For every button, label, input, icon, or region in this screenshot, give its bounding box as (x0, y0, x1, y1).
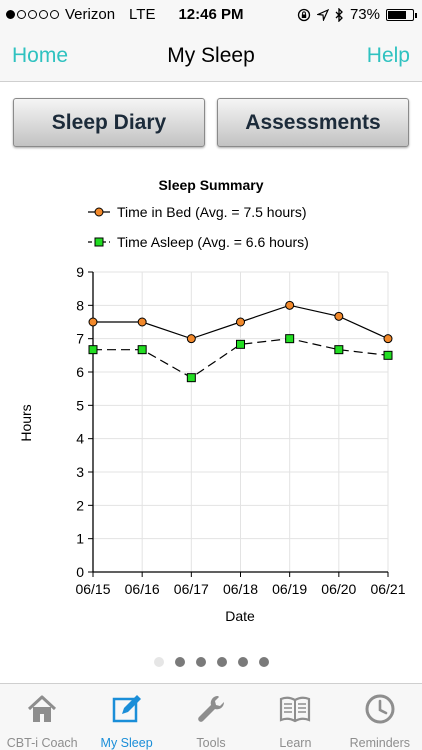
y-tick-label: 4 (76, 431, 84, 447)
location-icon (316, 8, 329, 21)
tab-reminders[interactable]: Reminders (338, 684, 422, 750)
data-point (334, 345, 344, 355)
y-tick-label: 9 (76, 264, 84, 280)
data-point (186, 373, 196, 383)
battery-percent: 73% (349, 6, 380, 23)
home-icon (28, 695, 57, 722)
data-point (88, 345, 98, 355)
data-point (285, 300, 295, 310)
x-tick-label: 06/19 (272, 581, 307, 597)
page-dot[interactable] (174, 657, 185, 667)
legend-label: Time Asleep (Avg. = 6.6 hours) (117, 234, 309, 250)
y-tick-label: 8 (76, 297, 84, 313)
y-tick-label: 5 (76, 397, 84, 413)
tab-learn[interactable]: Learn (253, 684, 337, 750)
action-buttons: Sleep Diary Assessments (13, 98, 409, 147)
sleep-summary-chart: Sleep Summary Time in Bed (Avg. = 7.5 ho… (18, 177, 406, 624)
data-point (137, 317, 147, 327)
tab-label: CBT-i Coach (6, 736, 78, 750)
page-indicator[interactable] (0, 657, 422, 667)
x-tick-label: 06/21 (370, 581, 405, 597)
legend-label: Time in Bed (Avg. = 7.5 hours) (117, 204, 306, 220)
y-tick-label: 2 (76, 497, 84, 513)
page-dot[interactable] (153, 657, 164, 667)
data-point (236, 317, 245, 327)
tab-tools[interactable]: Tools (169, 684, 253, 750)
y-tick-label: 1 (76, 531, 84, 547)
data-point (137, 345, 147, 355)
data-point (383, 334, 393, 344)
assessments-button[interactable]: Assessments (217, 98, 409, 147)
home-link[interactable]: Home (12, 44, 69, 67)
data-point (236, 339, 245, 349)
x-tick-label: 06/17 (174, 581, 209, 597)
status-time: 12:46 PM (178, 6, 244, 23)
page-title: My Sleep (167, 44, 255, 67)
y-axis-label: Hours (18, 404, 34, 441)
help-link[interactable]: Help (366, 44, 410, 67)
tab-my-sleep[interactable]: My Sleep (84, 684, 168, 750)
page-dot[interactable] (237, 657, 248, 667)
chart-axes: 0 1 2 3 4 5 6 7 8 9 06/15 06/16 06/17 06/18 06/19 06/20… (75, 264, 405, 597)
x-tick-label: 06/15 (75, 581, 110, 597)
chart-grid (92, 271, 389, 573)
x-tick-label: 06/20 (321, 581, 356, 597)
page-dot[interactable] (258, 657, 269, 667)
page-dot[interactable] (216, 657, 227, 667)
data-point (334, 311, 344, 321)
x-tick-label: 06/18 (223, 581, 258, 597)
chart-legend: Time in Bed (Avg. = 7.5 hours) Time Aslee… (88, 204, 309, 250)
sleep-diary-button[interactable]: Sleep Diary (13, 98, 205, 147)
x-tick-label: 06/16 (125, 581, 160, 597)
signal-strength-icon (6, 10, 59, 19)
y-tick-label: 0 (76, 564, 84, 580)
y-tick-label: 3 (76, 464, 84, 480)
battery-icon (386, 8, 417, 21)
status-right: 73% (297, 6, 417, 23)
status-left: Verizon LTE (6, 6, 155, 23)
legend-marker (94, 207, 104, 217)
data-point (88, 317, 98, 327)
tab-cbti-coach[interactable]: CBT-i Coach (0, 684, 84, 750)
data-point (383, 350, 393, 360)
tab-label: Reminders (349, 736, 411, 750)
data-point (285, 334, 295, 344)
bluetooth-icon (335, 7, 343, 22)
tab-bar: CBT-i Coach My Sleep Tools Learn Reminde… (0, 683, 422, 750)
tab-label: My Sleep (100, 736, 153, 750)
y-tick-label: 7 (76, 331, 84, 347)
wrench-icon (198, 695, 225, 722)
tab-label: Tools (196, 736, 226, 750)
clock-icon (365, 694, 395, 724)
edit-icon (112, 695, 141, 723)
chart-title: Sleep Summary (158, 177, 263, 193)
carrier-name: Verizon (65, 6, 116, 23)
navigation-bar: Home My Sleep Help (0, 30, 422, 82)
tab-label: Learn (279, 736, 312, 750)
rotation-lock-icon (297, 8, 311, 21)
status-bar: Verizon LTE 12:46 PM 73% (0, 0, 422, 30)
data-point (186, 334, 196, 344)
network-type: LTE (129, 6, 156, 23)
legend-marker (94, 237, 104, 247)
x-axis-label: Date (225, 608, 255, 624)
chart-series (88, 300, 393, 383)
page-dot[interactable] (195, 657, 206, 667)
book-icon (280, 696, 311, 723)
y-tick-label: 6 (76, 364, 84, 380)
